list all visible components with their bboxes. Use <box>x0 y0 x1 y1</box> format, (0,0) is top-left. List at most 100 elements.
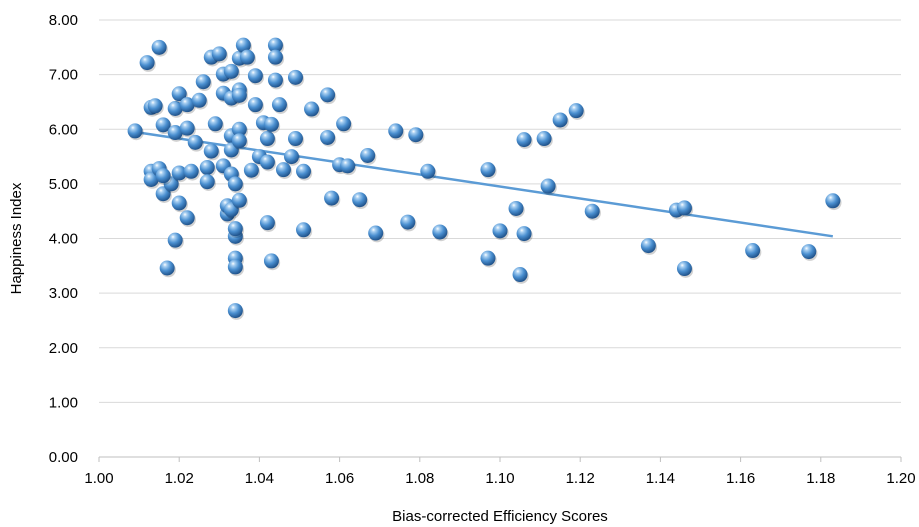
data-point <box>207 116 224 134</box>
data-point <box>552 112 569 130</box>
data-point <box>191 92 208 110</box>
data-point <box>179 210 196 228</box>
trendline-group <box>134 130 834 238</box>
data-point <box>640 238 658 255</box>
data-point <box>676 200 694 218</box>
y-tick-label: 3.00 <box>49 285 78 302</box>
data-point <box>368 225 385 243</box>
data-point <box>420 163 437 181</box>
data-point <box>259 131 277 148</box>
data-point <box>296 163 313 181</box>
data-point <box>227 303 245 320</box>
data-point <box>432 224 449 242</box>
data-point <box>516 226 533 243</box>
y-tick-label: 6.00 <box>49 121 78 138</box>
x-tick-label: 1.04 <box>245 470 274 487</box>
data-point <box>408 127 425 145</box>
data-point <box>127 123 144 141</box>
x-axis-title: Bias-corrected Efficiency Scores <box>392 508 608 525</box>
y-tick-labels: 0.00 1.00 2.00 3.00 4.00 5.00 6.00 7.00 8.00 <box>49 12 78 466</box>
x-tick-label: 1.20 <box>886 470 915 487</box>
x-tick-label: 1.06 <box>325 470 354 487</box>
data-point <box>187 134 204 152</box>
data-point <box>516 132 533 149</box>
data-point <box>275 162 293 179</box>
data-point <box>239 49 257 67</box>
data-point <box>155 168 172 185</box>
data-point <box>287 69 305 87</box>
data-point <box>480 162 497 179</box>
data-point <box>199 174 216 191</box>
x-tick-label: 1.10 <box>485 470 514 487</box>
data-point <box>676 261 694 278</box>
data-point <box>263 116 281 134</box>
data-point <box>159 260 176 278</box>
data-point <box>227 221 245 238</box>
data-point <box>745 243 762 260</box>
data-point <box>247 97 265 114</box>
data-point <box>388 123 405 141</box>
data-point <box>512 267 529 284</box>
data-point <box>267 72 285 90</box>
data-point <box>243 162 261 180</box>
data-point <box>231 133 249 151</box>
data-point <box>195 74 212 92</box>
data-point <box>536 131 553 148</box>
y-tick-label: 7.00 <box>49 67 78 84</box>
y-tick-label: 1.00 <box>49 394 78 411</box>
data-point <box>259 215 277 232</box>
data-point <box>259 154 277 172</box>
x-tick-label: 1.16 <box>726 470 755 487</box>
data-point <box>492 223 509 241</box>
data-point <box>227 176 245 194</box>
data-point <box>267 49 285 67</box>
data-points <box>127 37 842 320</box>
data-point <box>203 143 220 161</box>
x-tick-label: 1.08 <box>405 470 434 487</box>
data-point <box>231 87 249 105</box>
data-point <box>151 39 168 57</box>
y-tick-label: 0.00 <box>49 449 78 466</box>
data-point <box>304 101 321 119</box>
x-tick-label: 1.00 <box>84 470 113 487</box>
data-point <box>227 259 245 277</box>
data-point <box>179 120 196 138</box>
data-point <box>340 158 357 176</box>
data-point <box>171 195 188 213</box>
y-tick-label: 2.00 <box>49 340 78 357</box>
data-point <box>336 116 353 134</box>
data-point <box>247 68 265 86</box>
data-point <box>199 159 216 177</box>
data-point <box>223 63 241 81</box>
data-point <box>296 222 313 240</box>
data-point <box>480 250 497 268</box>
data-point <box>584 203 601 221</box>
data-point <box>825 193 842 211</box>
data-point <box>360 147 377 165</box>
x-tick-label: 1.14 <box>646 470 675 487</box>
y-tick-label: 8.00 <box>49 12 78 29</box>
x-tick-label: 1.18 <box>806 470 835 487</box>
data-point <box>320 129 337 147</box>
x-tick-labels: 1.00 1.02 1.04 1.06 1.08 1.10 1.12 1.14 1.16 1.18… <box>84 470 915 487</box>
data-point <box>287 131 305 148</box>
data-point <box>320 87 337 105</box>
data-point <box>263 253 281 271</box>
data-point <box>271 97 289 114</box>
data-point <box>400 214 417 232</box>
data-point <box>231 192 249 210</box>
data-point <box>183 163 200 181</box>
data-point <box>283 149 301 166</box>
data-point <box>147 98 164 116</box>
data-point <box>324 190 341 208</box>
y-tick-label: 5.00 <box>49 176 78 193</box>
data-point <box>211 46 228 64</box>
trendline <box>134 130 834 238</box>
x-tick-label: 1.12 <box>566 470 595 487</box>
y-tick-label: 4.00 <box>49 231 78 248</box>
data-point <box>568 103 585 120</box>
data-point <box>167 232 184 250</box>
x-tick-label: 1.02 <box>165 470 194 487</box>
axes <box>98 456 902 462</box>
